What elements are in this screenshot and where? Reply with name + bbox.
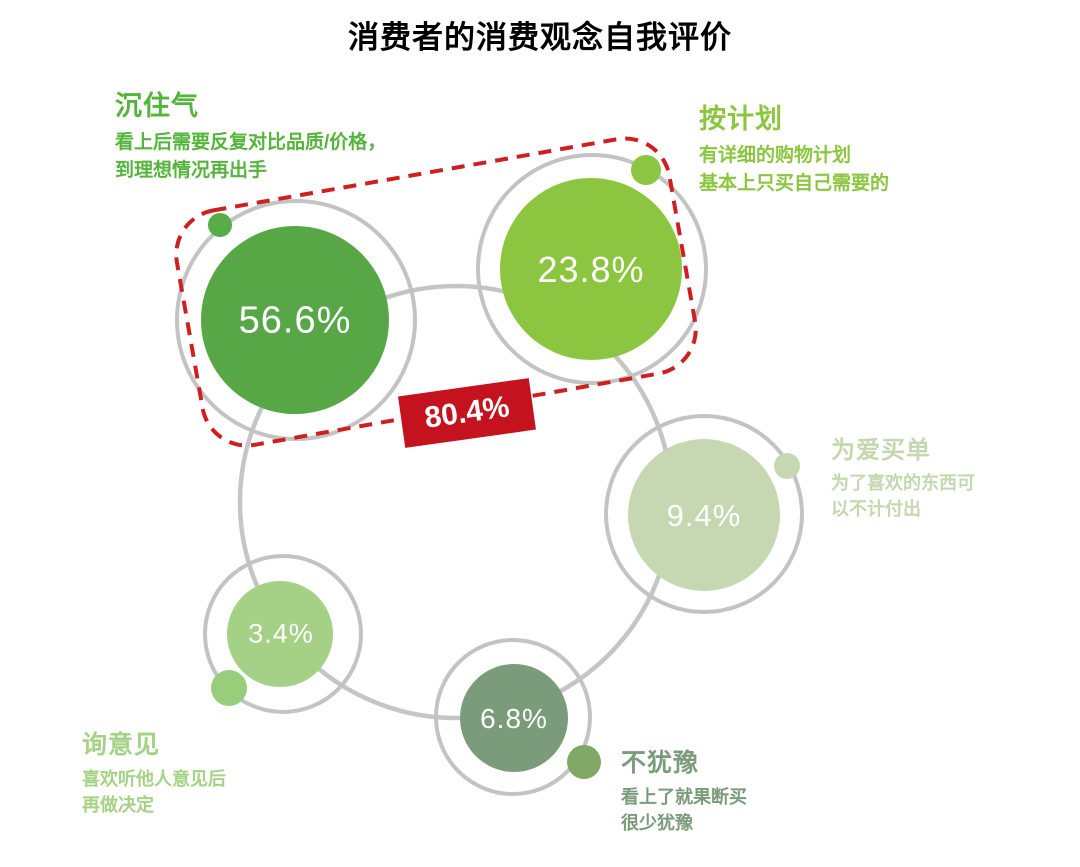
label-title-weiaimaidan: 为爱买单 xyxy=(831,437,931,464)
satellite-dot-weiaimaidan xyxy=(774,453,800,479)
label-desc2-buyouyu: 很少犹豫 xyxy=(621,813,693,833)
label-block-anjihua: 按计划 有详细的购物计划 基本上只买自己需要的 xyxy=(699,97,889,198)
satellite-dot-anjihua xyxy=(631,155,661,185)
bubble-weiaimaidan xyxy=(628,439,780,591)
label-block-weiaimaidan: 为爱买单 为了喜欢的东西可 以不计付出 xyxy=(831,430,975,522)
value-label-anjihua: 23.8% xyxy=(537,249,645,290)
label-desc2-chenzhuqi: 到理想情况再出手 xyxy=(115,160,268,181)
label-desc1-xunyijian: 喜欢听他人意见后 xyxy=(82,769,226,789)
value-label-buyouyu: 6.8% xyxy=(480,703,548,734)
ring-weiaimaidan xyxy=(604,414,804,614)
label-desc1-weiaimaidan: 为了喜欢的东西可 xyxy=(831,473,975,493)
ring-xunyijian xyxy=(203,554,363,714)
label-block-buyouyu: 不犹豫 看上了就果断买 很少犹豫 xyxy=(621,743,747,836)
satellite-dot-chenzhuqi xyxy=(208,213,232,237)
label-title-chenzhuqi: 沉住气 xyxy=(115,91,199,121)
bubble-xunyijian xyxy=(227,581,333,687)
page-title: 消费者的消费观念自我评价 xyxy=(348,20,732,55)
satellite-dot-xunyijian xyxy=(211,670,247,706)
label-desc1-buyouyu: 看上了就果断买 xyxy=(621,787,747,807)
label-block-xunyijian: 询意见 喜欢听他人意见后 再做决定 xyxy=(82,725,226,818)
label-desc2-xunyijian: 再做决定 xyxy=(82,795,154,815)
satellite-dot-buyouyu xyxy=(567,745,601,779)
value-label-chenzhuqi: 56.6% xyxy=(238,299,352,342)
label-title-xunyijian: 询意见 xyxy=(82,731,161,759)
label-desc2-weiaimaidan: 以不计付出 xyxy=(831,499,921,519)
label-desc1-anjihua: 有详细的购物计划 xyxy=(699,145,852,166)
label-block-chenzhuqi: 沉住气 看上后需要反复对比品质/价格， 到理想情况再出手 xyxy=(115,84,386,185)
ring-anjihua xyxy=(476,153,708,385)
value-label-xunyijian: 3.4% xyxy=(248,618,314,649)
highlight-badge-value: 80.4% xyxy=(422,390,512,435)
label-title-buyouyu: 不犹豫 xyxy=(621,749,700,777)
ring-buyouyu xyxy=(434,638,592,796)
value-label-weiaimaidan: 9.4% xyxy=(666,498,742,533)
bubble-chenzhuqi xyxy=(201,226,389,414)
label-title-anjihua: 按计划 xyxy=(699,104,783,134)
label-desc1-chenzhuqi: 看上后需要反复对比品质/价格， xyxy=(115,132,387,153)
bubble-buyouyu xyxy=(460,664,568,772)
label-desc2-anjihua: 基本上只买自己需要的 xyxy=(699,173,890,194)
bubble-anjihua xyxy=(500,178,682,360)
